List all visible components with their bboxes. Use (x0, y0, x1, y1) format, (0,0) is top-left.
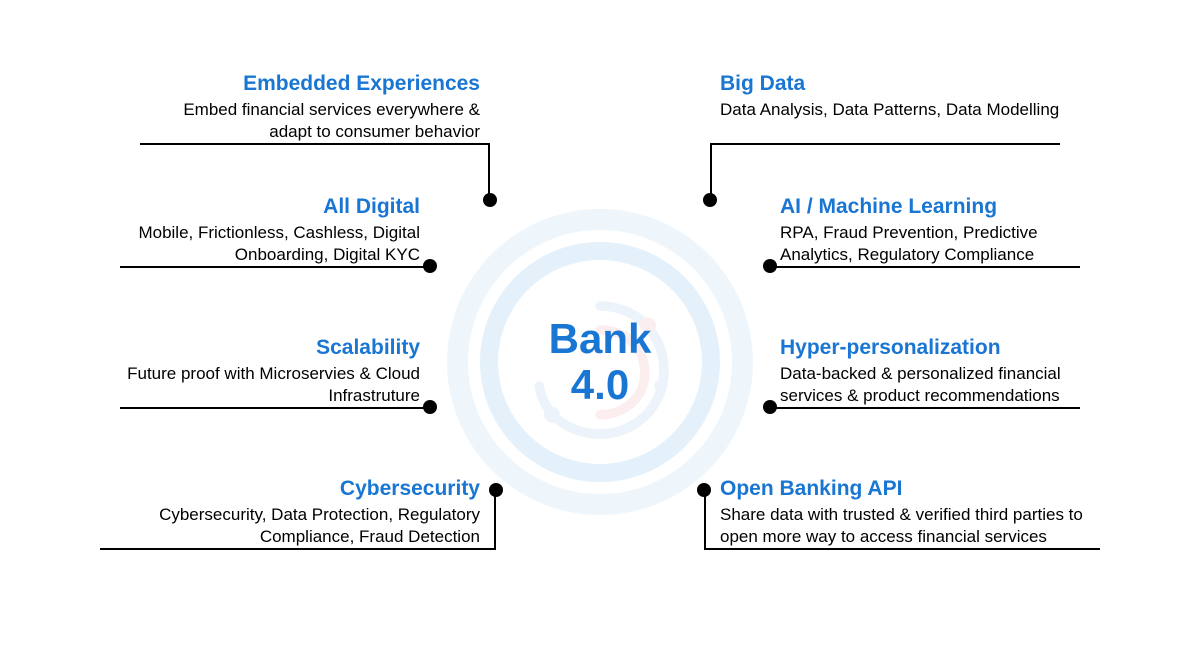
connector-dot-icon (483, 193, 497, 207)
item-title: Hyper-personalization (780, 334, 1100, 361)
item-cybersecurity: Cybersecurity Cybersecurity, Data Protec… (100, 475, 480, 548)
connector-line (704, 548, 1100, 550)
item-title: Scalability (120, 334, 420, 361)
item-desc: Data Analysis, Data Patterns, Data Model… (720, 99, 1060, 121)
item-title: Cybersecurity (100, 475, 480, 502)
connector-line (704, 490, 706, 550)
item-desc: Embed financial services everywhere & ad… (140, 99, 480, 143)
item-hyper-personalization: Hyper-personalization Data-backed & pers… (780, 334, 1100, 407)
infographic-canvas: Bank 4.0 Embedded Experiences Embed fina… (0, 0, 1201, 651)
connector-dot-icon (763, 400, 777, 414)
item-desc: Mobile, Frictionless, Cashless, Digital … (120, 222, 420, 266)
item-big-data: Big Data Data Analysis, Data Patterns, D… (720, 70, 1060, 121)
connector-line (120, 407, 430, 409)
connector-dot-icon (763, 259, 777, 273)
connector-line (770, 266, 1080, 268)
item-desc: Data-backed & personalized financial ser… (780, 363, 1100, 407)
item-desc: Cybersecurity, Data Protection, Regulato… (100, 504, 480, 548)
item-desc: Future proof with Microservies & Cloud I… (120, 363, 420, 407)
item-ai-ml: AI / Machine Learning RPA, Fraud Prevent… (780, 193, 1080, 266)
item-title: AI / Machine Learning (780, 193, 1080, 220)
item-embedded-experiences: Embedded Experiences Embed financial ser… (140, 70, 480, 143)
item-desc: Share data with trusted & verified third… (720, 504, 1110, 548)
item-title: Big Data (720, 70, 1060, 97)
item-title: Embedded Experiences (140, 70, 480, 97)
connector-line (710, 143, 712, 200)
connector-dot-icon (489, 483, 503, 497)
connector-dot-icon (423, 259, 437, 273)
connector-line (494, 490, 496, 550)
item-all-digital: All Digital Mobile, Frictionless, Cashle… (120, 193, 420, 266)
connector-line (488, 143, 490, 200)
hub-title: Bank 4.0 (447, 209, 753, 515)
item-scalability: Scalability Future proof with Microservi… (120, 334, 420, 407)
connector-line (100, 548, 496, 550)
connector-dot-icon (703, 193, 717, 207)
connector-dot-icon (423, 400, 437, 414)
connector-line (140, 143, 490, 145)
connector-dot-icon (697, 483, 711, 497)
item-open-banking: Open Banking API Share data with trusted… (720, 475, 1110, 548)
item-title: All Digital (120, 193, 420, 220)
item-desc: RPA, Fraud Prevention, Predictive Analyt… (780, 222, 1080, 266)
connector-line (710, 143, 1060, 145)
connector-line (770, 407, 1080, 409)
item-title: Open Banking API (720, 475, 1110, 502)
connector-line (120, 266, 430, 268)
